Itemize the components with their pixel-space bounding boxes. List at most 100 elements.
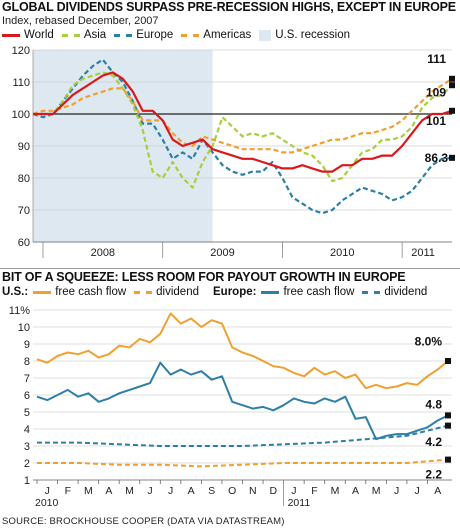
legend-americas: Americas [181,29,251,41]
series-line-us_fcf [36,312,449,390]
x-month-label: M [125,485,134,497]
y-tick-label: 5 [24,407,30,419]
legend-eu-fcf-label: free cash flow [283,286,355,298]
x-year-label: 2010 [330,247,354,259]
legend-americas-label: Americas [203,29,252,41]
legend-recession-swatch [259,29,272,41]
x-month-label: A [434,485,441,497]
x-year-label: 2011 [411,247,435,259]
top-chart-title: GLOBAL DIVIDENDS SURPASS PRE-RECESSION H… [2,0,456,14]
legend-eu-div: dividend [362,286,427,298]
x-month-label: J [45,485,50,497]
y-tick-label: 3 [24,441,30,453]
top-chart: 60 70 80 90 100 110 120 2008 2009 2010 2011 101 109 8… [12,45,455,259]
legend-asia-label: Asia [83,29,107,41]
x-month-label: A [352,485,359,497]
legend-europe-label: Europe [136,29,174,41]
end-label-eu_div: 4.2 [425,435,442,449]
end-marker-europe [449,154,455,161]
x-month-label: J [394,485,399,497]
series-line-eu_div [37,424,449,447]
legend-eu-fcf-swatch [261,290,280,294]
end-marker-world [449,107,455,114]
x-month-label: M [84,485,93,497]
y-tick-label: 120 [12,45,30,57]
legend-world: World [2,29,54,41]
end-label-europe: 86.3 [425,151,449,165]
legend-eu-div-swatch [362,290,381,294]
y-tick-label: 110 [12,77,30,89]
y-tick-label: 7 [24,373,30,385]
y-tick-label: 2 [24,458,30,470]
source-note: SOURCE: BROCKHOUSE COOPER (DATA VIA DATA… [2,516,285,527]
end-label-world: 101 [426,114,446,128]
end-label-us_fcf: 8.0% [415,335,443,349]
x-month-label: F [311,485,317,497]
y-tick-label: 9 [24,339,30,351]
series-line-europe [32,58,453,215]
legend-us-fcf-swatch [33,290,52,294]
y-tick-label: 11% [9,305,30,317]
legend-us-div-label: dividend [156,286,199,298]
legend-us-div-swatch [134,290,153,294]
x-month-label: J [291,485,296,497]
x-year-label: 2011 [288,497,311,509]
legend-us-fcf-label: free cash flow [55,286,127,298]
legend-asia: Asia [61,29,107,41]
x-month-label: A [188,485,195,497]
legend-recession-label: U.S. recession [275,29,351,41]
bottom-chart-legend: U.S.: free cash flow dividend Europe: fr… [2,286,435,298]
legend-eu-div-label: dividend [384,286,428,298]
y-tick-label: 6 [24,390,30,402]
end-label-asia: 109 [426,85,446,99]
legend-world-label: World [24,29,54,41]
legend-europe-swatch [114,33,133,37]
series-line-us_div [37,458,449,468]
series-line-americas [32,77,453,154]
y-tick-label: 4 [24,424,30,436]
top-chart-legend: World Asia Europe Americas U.S. recessio… [2,29,358,41]
legend-us-group-label: U.S.: [2,286,29,298]
legend-recession: U.S. recession [259,29,350,41]
x-month-label: A [105,485,112,497]
end-label-eu_fcf: 4.8 [425,398,442,412]
x-year-label: 2009 [210,247,234,259]
x-year-label: 2010 [35,497,59,509]
x-month-label: N [249,485,257,497]
end-marker-eu_div [445,422,451,429]
end-label-americas: 111 [427,52,446,66]
x-month-label: D [270,485,278,497]
y-tick-label: 90 [18,141,30,153]
series-line-eu_fcf [36,361,449,441]
legend-americas-swatch [181,33,200,37]
y-tick-label: 60 [18,237,30,249]
section-divider [0,268,460,269]
legend-us-fcf: free cash flow [33,286,126,298]
series-line-asia [33,71,453,189]
end-marker-eu_fcf [445,412,451,419]
bottom-chart-title: BIT OF A SQUEEZE: LESS ROOM FOR PAYOUT G… [2,270,406,284]
x-month-label: J [168,485,173,497]
legend-eu-group-label: Europe: [213,286,257,298]
legend-us-div: dividend [134,286,199,298]
legend-world-swatch [2,33,20,37]
top-chart-subtitle: Index, rebased December, 2007 [2,15,159,27]
y-tick-label: 1 [24,475,30,487]
x-month-label: F [65,485,71,497]
end-marker-americas [449,75,455,82]
x-month-label: S [208,485,215,497]
x-month-label: J [415,485,420,497]
legend-europe: Europe [114,29,173,41]
x-year-label: 2008 [91,247,115,259]
end-marker-asia [449,82,455,89]
y-tick-label: 100 [12,109,30,121]
y-tick-label: 70 [18,205,30,217]
x-month-label: M [372,485,381,497]
y-tick-label: 10 [18,322,30,334]
x-month-label: O [228,485,236,497]
x-month-label: J [147,485,152,497]
end-marker-us_div [445,456,451,463]
end-label-us_div: 2.2 [425,467,442,481]
legend-asia-swatch [61,33,80,37]
